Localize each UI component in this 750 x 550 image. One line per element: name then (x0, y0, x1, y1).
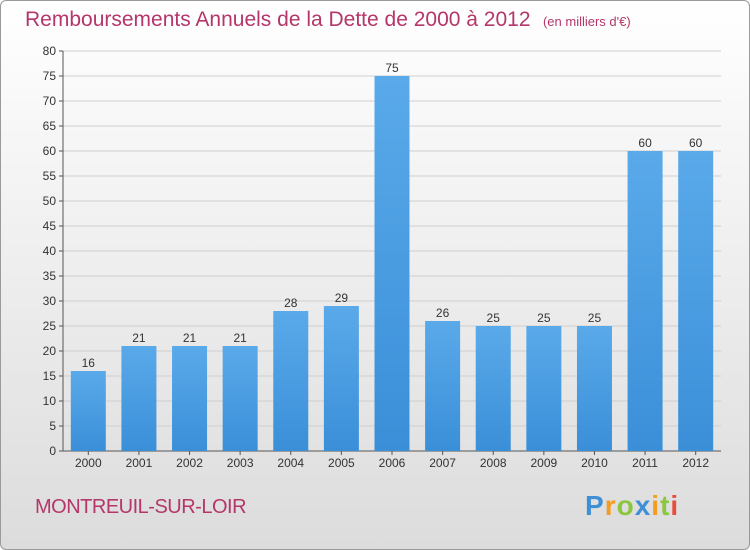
x-tick-label: 2012 (682, 456, 709, 470)
bar-value-label: 26 (436, 306, 450, 320)
bar-value-label: 60 (689, 136, 703, 150)
x-tick-label: 2007 (429, 456, 456, 470)
x-tick-label: 2001 (126, 456, 153, 470)
x-tick-label: 2004 (277, 456, 304, 470)
bar-value-label: 16 (82, 356, 96, 370)
commune-name: MONTREUIL-SUR-LOIR (35, 496, 247, 518)
chart-title: Remboursements Annuels de la Dette de 20… (25, 8, 531, 31)
x-tick-label: 2006 (379, 456, 406, 470)
x-tick-label: 2000 (75, 456, 102, 470)
bar-value-label: 75 (385, 61, 399, 75)
bar (425, 321, 461, 451)
y-tick-label: 55 (43, 169, 57, 183)
y-tick-label: 15 (43, 369, 57, 383)
x-tick-label: 2003 (227, 456, 254, 470)
y-tick-label: 5 (49, 419, 56, 433)
y-tick-label: 35 (43, 269, 57, 283)
y-tick-label: 80 (43, 44, 57, 58)
x-tick-label: 2011 (632, 456, 658, 470)
y-tick-label: 30 (43, 294, 57, 308)
bar-value-label: 21 (183, 331, 197, 345)
bar (70, 371, 106, 451)
bar (374, 76, 410, 451)
bar (273, 311, 309, 451)
y-tick-label: 10 (43, 394, 57, 408)
y-tick-label: 25 (43, 319, 57, 333)
bar (526, 326, 562, 451)
y-tick-label: 0 (49, 444, 56, 458)
bar-value-label: 28 (284, 296, 298, 310)
bar (172, 346, 208, 451)
y-tick-label: 45 (43, 219, 57, 233)
bar (678, 151, 714, 451)
x-tick-label: 2010 (581, 456, 608, 470)
bar (323, 306, 359, 451)
x-tick-label: 2008 (480, 456, 507, 470)
proxiti-logo: Proxiti (585, 490, 680, 521)
y-tick-label: 60 (43, 144, 57, 158)
bar-value-label: 21 (233, 331, 247, 345)
bar (222, 346, 258, 451)
bar-value-label: 21 (132, 331, 146, 345)
chart-subtitle: (en milliers d'€) (542, 14, 631, 29)
bar-value-label: 25 (537, 311, 551, 325)
bar (121, 346, 157, 451)
y-tick-label: 65 (43, 119, 57, 133)
bar-value-label: 25 (487, 311, 501, 325)
y-tick-label: 40 (43, 244, 57, 258)
bar (475, 326, 511, 451)
x-tick-label: 2005 (328, 456, 355, 470)
bar-value-label: 60 (638, 136, 652, 150)
y-tick-label: 70 (43, 94, 57, 108)
y-tick-label: 75 (43, 69, 57, 83)
y-tick-label: 20 (43, 344, 57, 358)
x-tick-label: 2009 (530, 456, 557, 470)
y-tick-label: 50 (43, 194, 57, 208)
bar-value-label: 25 (588, 311, 602, 325)
bar-value-label: 29 (335, 291, 349, 305)
bar (576, 326, 612, 451)
x-tick-label: 2002 (176, 456, 203, 470)
bar (627, 151, 663, 451)
chart-title-block: Remboursements Annuels de la Dette de 20… (25, 8, 631, 32)
